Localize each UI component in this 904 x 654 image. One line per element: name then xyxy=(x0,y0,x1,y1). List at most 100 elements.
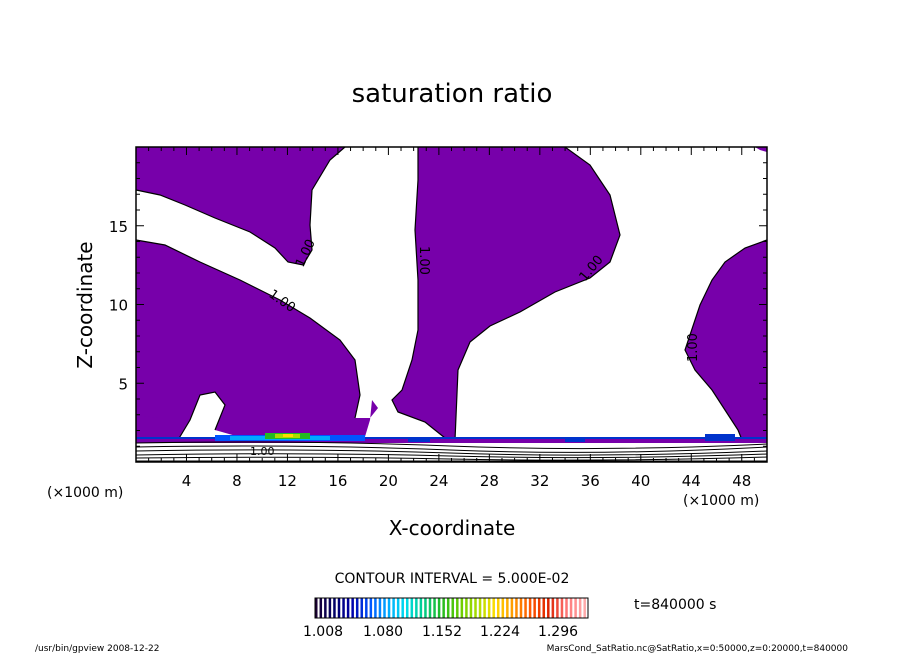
colorbar-swatch xyxy=(574,598,577,618)
contour-interval-text: CONTOUR INTERVAL = 5.000E-02 xyxy=(335,571,570,587)
x-tick-label: 4 xyxy=(182,472,192,490)
colorbar-swatch xyxy=(478,598,482,618)
colorbar-swatch xyxy=(433,598,436,618)
x-tick-label: 32 xyxy=(530,472,549,490)
colorbar-swatch xyxy=(383,598,386,618)
y-tick-label: 5 xyxy=(118,375,128,393)
x-unit-left: (×1000 m) xyxy=(47,485,123,501)
x-axis-label: X-coordinate xyxy=(389,516,516,540)
colorbar-swatch xyxy=(492,598,495,618)
x-tick-label: 44 xyxy=(682,472,701,490)
y-axis-label: Z-coordinate xyxy=(73,241,97,368)
x-tick-label: 20 xyxy=(379,472,398,490)
contour-label: 1.00 xyxy=(416,246,431,275)
colorbar-swatch xyxy=(542,598,546,618)
colorbar-swatch xyxy=(437,598,441,618)
colorbar-frame xyxy=(314,597,589,619)
x-tick-label: 24 xyxy=(429,472,448,490)
colorbar-swatch xyxy=(428,598,432,618)
y-tick-labels: 5 10 15 xyxy=(109,218,128,394)
colorbar-swatch xyxy=(533,598,536,618)
colorbar-swatch xyxy=(410,598,414,618)
colorbar-swatch xyxy=(328,598,332,618)
colorbar-swatch xyxy=(415,598,418,618)
colorbar-swatch xyxy=(528,598,532,618)
colorbar-swatch xyxy=(374,598,377,618)
colorbar-swatch xyxy=(460,598,464,618)
colorbar-swatch xyxy=(365,598,368,618)
contour-label: 1.00 xyxy=(686,333,701,362)
colorbar-swatch xyxy=(465,598,468,618)
colorbar-swatch xyxy=(537,598,541,618)
colorbar-swatch xyxy=(337,598,341,618)
colorbar-swatch xyxy=(319,598,323,618)
contour-label: 1.00 xyxy=(250,445,275,458)
colorbar-swatch xyxy=(360,598,364,618)
colorbar-label: 1.080 xyxy=(363,624,403,640)
time-text: t=840000 s xyxy=(634,597,716,613)
colorbar-swatch xyxy=(315,598,318,618)
colorbar-swatch xyxy=(442,598,445,618)
region-left-small xyxy=(136,415,168,440)
colorbar-swatch xyxy=(515,598,518,618)
x-tick-labels: 4 8 12 16 20 24 28 32 36 40 44 48 xyxy=(182,472,752,490)
x-tick-label: 48 xyxy=(732,472,751,490)
colorbar-swatch xyxy=(506,598,509,618)
colorbar-swatch xyxy=(396,598,400,618)
colorbar-swatch xyxy=(565,598,568,618)
region-center xyxy=(392,147,620,440)
region-left-big xyxy=(136,240,378,440)
colorbar-swatch xyxy=(456,598,459,618)
colorbar-swatch xyxy=(474,598,477,618)
colorbar-swatch xyxy=(401,598,404,618)
colorbar-swatch xyxy=(419,598,423,618)
colorbar-swatch xyxy=(451,598,455,618)
colorbar-swatch xyxy=(446,598,450,618)
colorbar-label: 1.152 xyxy=(422,624,462,640)
colorbar-swatch xyxy=(578,598,582,618)
colorbar-swatch xyxy=(392,598,395,618)
colorbar-swatch xyxy=(387,598,391,618)
colorbar-swatch xyxy=(547,598,550,618)
colorbar-swatch xyxy=(556,598,559,618)
axis-ticks xyxy=(136,147,767,462)
colorbar-swatch xyxy=(497,598,500,618)
colorbar-swatch xyxy=(342,598,345,618)
x-tick-label: 12 xyxy=(278,472,297,490)
colorbar-swatch xyxy=(519,598,523,618)
colorbar-swatch xyxy=(483,598,486,618)
colorbar-swatch xyxy=(583,598,586,618)
colorbar-swatch xyxy=(369,598,373,618)
colorbar-swatch xyxy=(524,598,527,618)
colorbar-swatch xyxy=(333,598,336,618)
colorbar-swatch xyxy=(378,598,382,618)
region-top-right xyxy=(755,147,767,152)
contour-fill-regions xyxy=(136,147,767,440)
contour-lines xyxy=(136,147,767,441)
colorbar-swatch xyxy=(351,598,354,618)
colorbar-swatch xyxy=(560,598,564,618)
y-tick-label: 15 xyxy=(109,218,128,236)
colorbar-swatch xyxy=(510,598,514,618)
colorbar-swatch xyxy=(424,598,427,618)
x-tick-label: 16 xyxy=(328,472,347,490)
colorbar-swatch xyxy=(406,598,409,618)
colorbar-labels: 1.008 1.080 1.152 1.224 1.296 xyxy=(303,624,578,640)
colorbar-swatch xyxy=(469,598,473,618)
region-top-left xyxy=(136,147,345,265)
surface-band xyxy=(136,433,767,462)
x-tick-label: 8 xyxy=(232,472,242,490)
chart-title: saturation ratio xyxy=(352,79,553,109)
x-tick-label: 36 xyxy=(581,472,600,490)
colorbar-label: 1.224 xyxy=(480,624,520,640)
colorbar-label: 1.296 xyxy=(538,624,578,640)
x-tick-label: 40 xyxy=(631,472,650,490)
x-unit-right: (×1000 m) xyxy=(683,493,759,509)
colorbar-swatch xyxy=(346,598,350,618)
colorbar-swatch xyxy=(324,598,327,618)
colorbar-label: 1.008 xyxy=(303,624,343,640)
colorbar-swatch xyxy=(569,598,573,618)
colorbar-swatch xyxy=(551,598,555,618)
region-right xyxy=(685,240,767,440)
